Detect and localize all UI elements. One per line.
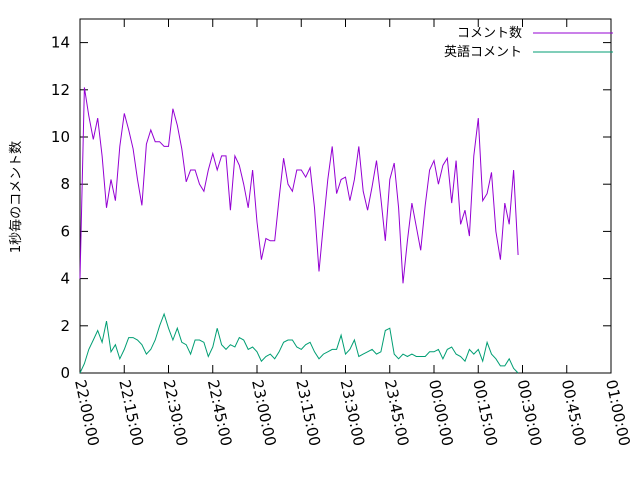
x-tick-label: 00:30:00: [514, 378, 546, 448]
series-line-1: [79, 312, 519, 374]
x-tick-label: 23:45:00: [381, 378, 413, 448]
y-tick-label: 4: [60, 270, 70, 288]
x-tick-label: 00:15:00: [469, 378, 501, 448]
x-tick-label: 23:00:00: [248, 378, 280, 448]
legend: コメント数 英語コメント: [444, 26, 613, 60]
x-tick-label: 23:30:00: [337, 378, 369, 448]
legend-label-english-comments: 英語コメント: [444, 44, 522, 60]
x-tick-label: 01:00:00: [602, 378, 634, 448]
x-tick-label: 23:15:00: [292, 378, 324, 448]
y-axis-label: 1秒毎のコメント数: [8, 141, 24, 253]
y-axis: 0 2 4 6 8 10 12 14: [51, 34, 611, 382]
x-tick-label: 22:45:00: [204, 378, 236, 448]
y-tick-label: 6: [60, 222, 70, 240]
plot-frame: [79, 18, 612, 374]
series-layer: [79, 87, 519, 374]
y-tick-label: 14: [51, 34, 70, 52]
x-axis: 22:00:00 22:15:00 22:30:00 22:45:00 23:00:00…: [71, 19, 634, 448]
legend-label-comments: コメント数: [457, 26, 522, 41]
y-tick-label: 8: [60, 175, 70, 193]
x-tick-label: 22:30:00: [160, 378, 192, 448]
plot-area: [79, 18, 612, 374]
y-tick-label: 2: [60, 317, 70, 335]
y-tick-label: 0: [60, 364, 70, 382]
x-tick-label: 22:15:00: [115, 378, 147, 448]
x-tick-label: 00:45:00: [558, 378, 590, 448]
x-tick-label: 22:00:00: [71, 378, 103, 448]
series-line-0: [79, 87, 519, 284]
y-tick-label: 12: [51, 81, 70, 99]
x-tick-label: 00:00:00: [425, 378, 457, 448]
y-tick-label: 10: [51, 128, 70, 146]
